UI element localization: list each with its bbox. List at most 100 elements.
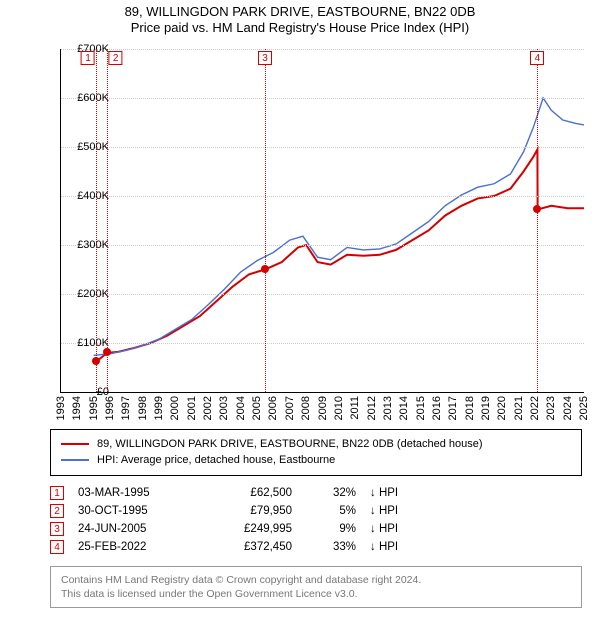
transaction-vline [537, 49, 538, 392]
x-axis-label: 2014 [398, 396, 410, 420]
legend-swatch-property [61, 443, 89, 445]
gridline [61, 49, 584, 50]
gridline [61, 147, 584, 148]
x-axis-label: 2012 [366, 396, 378, 420]
transaction-price: £372,450 [212, 541, 292, 553]
y-axis-label: £100K [69, 337, 109, 349]
x-axis-label: 1996 [104, 396, 116, 420]
transaction-vline [107, 49, 108, 392]
x-axis-label: 2000 [169, 396, 181, 420]
x-axis-label: 2024 [562, 396, 574, 420]
x-axis-label: 1998 [137, 396, 149, 420]
transaction-price: £249,995 [212, 523, 292, 535]
x-axis-label: 1993 [55, 396, 67, 420]
transaction-dot [261, 265, 269, 273]
gridline [61, 343, 584, 344]
gridline [61, 294, 584, 295]
transaction-dot [92, 357, 100, 365]
x-axis-label: 2002 [202, 396, 214, 420]
transaction-index-box: 1 [50, 486, 64, 500]
x-axis-label: 1997 [120, 396, 132, 420]
title-line-2: Price paid vs. HM Land Registry's House … [0, 20, 600, 36]
plot-region: £0£100K£200K£300K£400K£500K£600K£700K199… [60, 49, 584, 393]
x-axis-label: 2016 [431, 396, 443, 420]
x-axis-label: 2004 [235, 396, 247, 420]
chart-container: 89, WILLINGDON PARK DRIVE, EASTBOURNE, B… [0, 0, 600, 608]
line-series-svg [61, 49, 584, 392]
transaction-date: 03-MAR-1995 [78, 487, 198, 499]
title-line-1: 89, WILLINGDON PARK DRIVE, EASTBOURNE, B… [0, 4, 600, 20]
x-axis-label: 1994 [71, 396, 83, 420]
x-axis-label: 2021 [513, 396, 525, 420]
transaction-marker-box: 4 [530, 51, 544, 65]
x-axis-label: 2010 [333, 396, 345, 420]
x-axis-label: 2017 [447, 396, 459, 420]
x-axis-label: 2011 [349, 396, 361, 420]
transaction-date: 24-JUN-2005 [78, 523, 198, 535]
y-axis-label: £600K [69, 92, 109, 104]
x-axis-label: 2005 [251, 396, 263, 420]
transaction-price: £79,950 [212, 505, 292, 517]
transaction-date: 30-OCT-1995 [78, 505, 198, 517]
legend-label-hpi: HPI: Average price, detached house, East… [97, 452, 335, 469]
gridline [61, 196, 584, 197]
x-axis-label: 2015 [415, 396, 427, 420]
transaction-vs-hpi: ↓ HPI [370, 523, 440, 535]
transaction-date: 25-FEB-2022 [78, 541, 198, 553]
x-axis-label: 1999 [153, 396, 165, 420]
transaction-marker-box: 1 [81, 51, 95, 65]
y-axis-label: £200K [69, 288, 109, 300]
legend-label-property: 89, WILLINGDON PARK DRIVE, EASTBOURNE, B… [97, 436, 483, 453]
x-axis-label: 2018 [464, 396, 476, 420]
legend-swatch-hpi [61, 459, 89, 461]
transaction-index-box: 4 [50, 540, 64, 554]
transaction-dot [103, 348, 111, 356]
x-axis-label: 2022 [529, 396, 541, 420]
transaction-vs-hpi: ↓ HPI [370, 505, 440, 517]
transaction-percent: 5% [306, 505, 356, 517]
title-block: 89, WILLINGDON PARK DRIVE, EASTBOURNE, B… [0, 0, 600, 39]
x-axis-label: 2008 [300, 396, 312, 420]
transaction-vline [96, 49, 97, 392]
footer-line-1: Contains HM Land Registry data © Crown c… [61, 573, 571, 587]
transaction-marker-box: 2 [109, 51, 123, 65]
series-line-property [96, 149, 584, 361]
transaction-row: 1 03-MAR-1995 £62,500 32% ↓ HPI [50, 484, 582, 502]
footer-attribution: Contains HM Land Registry data © Crown c… [50, 566, 582, 608]
legend: 89, WILLINGDON PARK DRIVE, EASTBOURNE, B… [50, 429, 582, 476]
transaction-percent: 9% [306, 523, 356, 535]
transaction-index-box: 2 [50, 504, 64, 518]
footer-line-2: This data is licensed under the Open Gov… [61, 587, 571, 601]
x-axis-label: 2019 [480, 396, 492, 420]
chart-area: £0£100K£200K£300K£400K£500K£600K£700K199… [10, 43, 590, 423]
transaction-row: 3 24-JUN-2005 £249,995 9% ↓ HPI [50, 520, 582, 538]
transaction-marker-box: 3 [258, 51, 272, 65]
legend-row-hpi: HPI: Average price, detached house, East… [61, 452, 571, 469]
x-axis-label: 1995 [88, 396, 100, 420]
x-axis-label: 2009 [317, 396, 329, 420]
legend-row-property: 89, WILLINGDON PARK DRIVE, EASTBOURNE, B… [61, 436, 571, 453]
transaction-vs-hpi: ↓ HPI [370, 541, 440, 553]
y-axis-label: £400K [69, 190, 109, 202]
transaction-row: 4 25-FEB-2022 £372,450 33% ↓ HPI [50, 538, 582, 556]
x-axis-label: 2025 [578, 396, 590, 420]
transaction-price: £62,500 [212, 487, 292, 499]
transaction-table: 1 03-MAR-1995 £62,500 32% ↓ HPI 2 30-OCT-1995 £… [50, 484, 582, 556]
gridline [61, 245, 584, 246]
gridline [61, 98, 584, 99]
transaction-index-box: 3 [50, 522, 64, 536]
x-axis-label: 2006 [267, 396, 279, 420]
transaction-percent: 32% [306, 487, 356, 499]
transaction-percent: 33% [306, 541, 356, 553]
series-line-hpi [94, 98, 584, 355]
x-axis-label: 2023 [545, 396, 557, 420]
x-axis-label: 2013 [382, 396, 394, 420]
transaction-vs-hpi: ↓ HPI [370, 487, 440, 499]
x-axis-label: 2020 [496, 396, 508, 420]
transaction-dot [533, 205, 541, 213]
transaction-row: 2 30-OCT-1995 £79,950 5% ↓ HPI [50, 502, 582, 520]
transaction-vline [265, 49, 266, 392]
y-axis-label: £500K [69, 141, 109, 153]
x-axis-label: 2001 [186, 396, 198, 420]
x-axis-label: 2003 [218, 396, 230, 420]
